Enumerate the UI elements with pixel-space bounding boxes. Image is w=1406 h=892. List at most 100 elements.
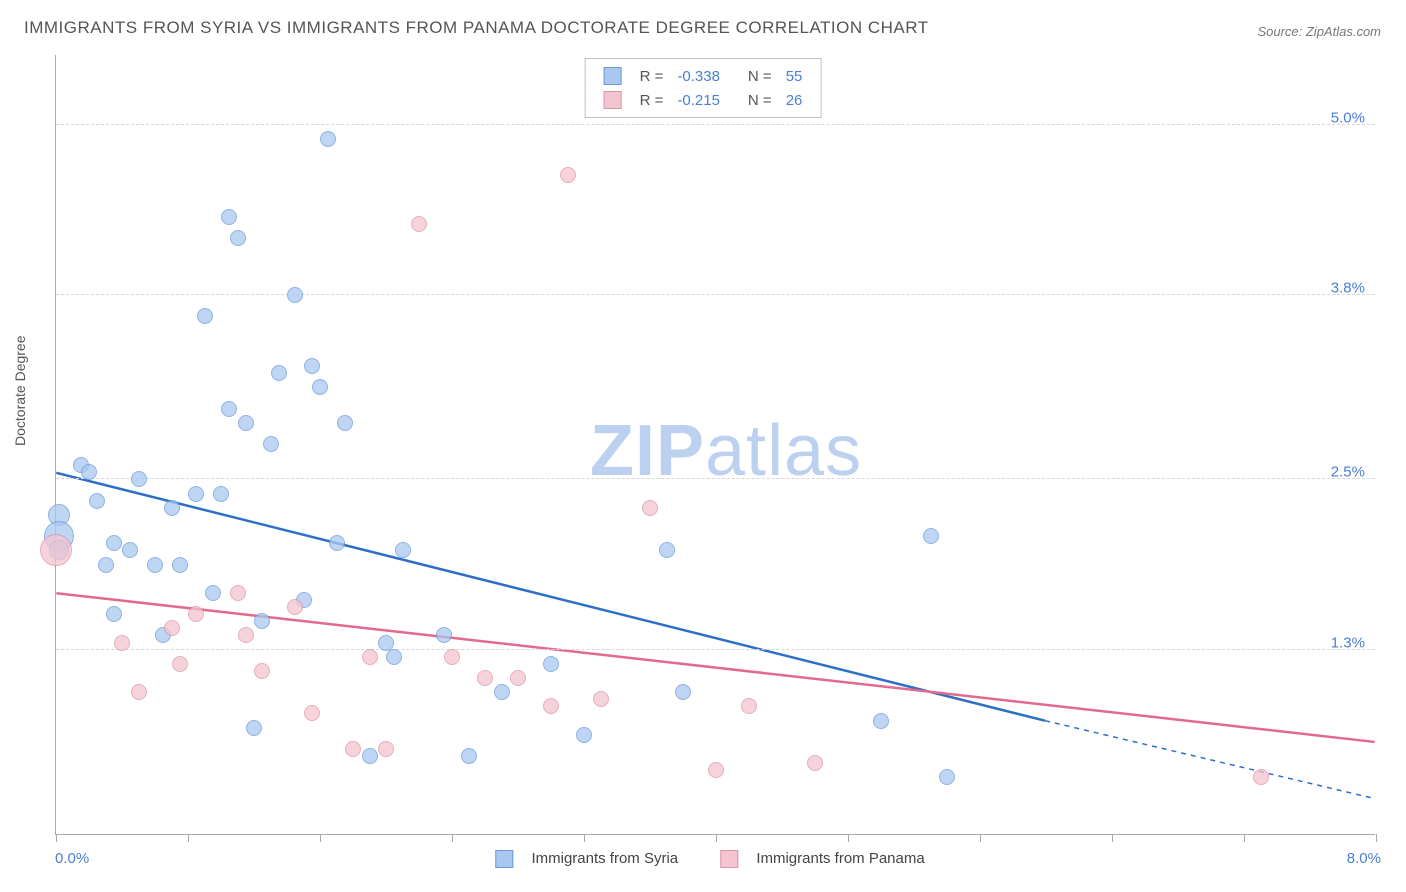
regression-line xyxy=(56,473,1045,721)
data-point xyxy=(708,762,724,778)
data-point xyxy=(263,436,279,452)
data-point xyxy=(81,464,97,480)
data-point xyxy=(172,557,188,573)
data-point xyxy=(304,705,320,721)
data-point xyxy=(939,769,955,785)
data-point xyxy=(642,500,658,516)
gridline xyxy=(56,294,1375,295)
legend-swatch xyxy=(495,850,513,868)
chart-plot-area: 5.0%3.8%2.5%1.3% xyxy=(55,55,1375,835)
data-point xyxy=(378,741,394,757)
data-point xyxy=(807,755,823,771)
legend-n-label: N = xyxy=(742,89,778,111)
data-point xyxy=(114,635,130,651)
data-point xyxy=(362,748,378,764)
data-point xyxy=(230,230,246,246)
x-tick xyxy=(716,834,717,842)
data-point xyxy=(659,542,675,558)
legend-series: Immigrants from Syria xyxy=(481,850,678,867)
y-tick-label: 5.0% xyxy=(1331,109,1365,126)
y-tick-label: 1.3% xyxy=(1331,634,1365,651)
data-point xyxy=(436,627,452,643)
data-point xyxy=(188,606,204,622)
data-point xyxy=(461,748,477,764)
data-point xyxy=(172,656,188,672)
data-point xyxy=(1253,769,1269,785)
data-point xyxy=(131,471,147,487)
data-point xyxy=(188,486,204,502)
source-label: Source: ZipAtlas.com xyxy=(1257,24,1381,39)
data-point xyxy=(164,620,180,636)
data-point xyxy=(337,415,353,431)
data-point xyxy=(221,209,237,225)
legend-swatch xyxy=(604,91,622,109)
data-point xyxy=(254,663,270,679)
data-point xyxy=(386,649,402,665)
x-tick xyxy=(452,834,453,842)
data-point xyxy=(271,365,287,381)
data-point xyxy=(205,585,221,601)
legend-n-label: N = xyxy=(742,65,778,87)
data-point xyxy=(593,691,609,707)
x-axis-max-label: 8.0% xyxy=(1347,850,1381,867)
data-point xyxy=(543,698,559,714)
data-point xyxy=(494,684,510,700)
data-point xyxy=(477,670,493,686)
gridline xyxy=(56,649,1375,650)
legend-row: R =-0.338 N =55 xyxy=(598,65,809,87)
x-tick xyxy=(1112,834,1113,842)
legend-r-value: -0.215 xyxy=(671,89,726,111)
data-point xyxy=(362,649,378,665)
data-point xyxy=(345,741,361,757)
x-tick xyxy=(848,834,849,842)
data-point xyxy=(304,358,320,374)
x-tick xyxy=(980,834,981,842)
data-point xyxy=(576,727,592,743)
data-point xyxy=(741,698,757,714)
data-point xyxy=(254,613,270,629)
x-tick xyxy=(1376,834,1377,842)
data-point xyxy=(923,528,939,544)
regression-line-extrapolated xyxy=(1045,721,1375,799)
data-point xyxy=(238,415,254,431)
legend-r-label: R = xyxy=(634,89,670,111)
legend-series: Immigrants from Panama xyxy=(706,850,925,867)
gridline xyxy=(56,124,1375,125)
data-point xyxy=(98,557,114,573)
legend-swatch xyxy=(720,850,738,868)
data-point xyxy=(873,713,889,729)
data-point xyxy=(395,542,411,558)
chart-title: IMMIGRANTS FROM SYRIA VS IMMIGRANTS FROM… xyxy=(24,18,929,38)
legend-row: R =-0.215 N =26 xyxy=(598,89,809,111)
data-point xyxy=(147,557,163,573)
legend-n-value: 55 xyxy=(780,65,809,87)
data-point xyxy=(40,534,72,566)
data-point xyxy=(543,656,559,672)
data-point xyxy=(320,131,336,147)
data-point xyxy=(164,500,180,516)
data-point xyxy=(213,486,229,502)
legend-r-value: -0.338 xyxy=(671,65,726,87)
x-tick xyxy=(584,834,585,842)
y-axis-label: Doctorate Degree xyxy=(12,335,28,446)
legend-n-value: 26 xyxy=(780,89,809,111)
data-point xyxy=(675,684,691,700)
data-point xyxy=(287,599,303,615)
x-tick xyxy=(188,834,189,842)
x-tick xyxy=(320,834,321,842)
data-point xyxy=(444,649,460,665)
correlation-legend: R =-0.338 N =55 R =-0.215 N =26 xyxy=(585,58,822,118)
x-tick xyxy=(56,834,57,842)
x-axis-min-label: 0.0% xyxy=(55,850,89,867)
series-legend: Immigrants from Syria Immigrants from Pa… xyxy=(467,850,938,868)
data-point xyxy=(238,627,254,643)
legend-r-label: R = xyxy=(634,65,670,87)
data-point xyxy=(312,379,328,395)
data-point xyxy=(106,535,122,551)
data-point xyxy=(510,670,526,686)
regression-lines-layer xyxy=(56,55,1375,834)
x-tick xyxy=(1244,834,1245,842)
data-point xyxy=(106,606,122,622)
data-point xyxy=(329,535,345,551)
data-point xyxy=(246,720,262,736)
